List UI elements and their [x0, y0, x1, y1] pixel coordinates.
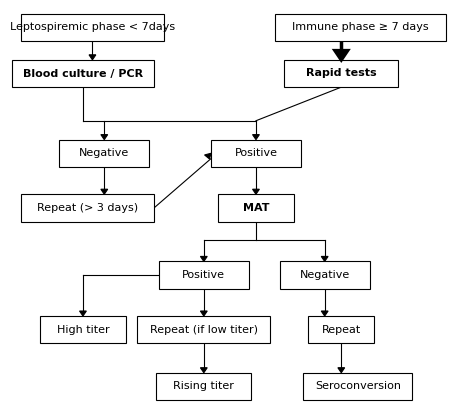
Text: Rising titer: Rising titer — [173, 381, 234, 391]
Bar — [59, 139, 149, 167]
Bar — [280, 261, 370, 289]
Text: Negative: Negative — [300, 270, 350, 280]
Polygon shape — [321, 256, 328, 261]
Text: Repeat (if low titer): Repeat (if low titer) — [150, 325, 258, 335]
Polygon shape — [201, 368, 207, 373]
Text: Repeat (> 3 days): Repeat (> 3 days) — [37, 203, 138, 213]
Text: Rapid tests: Rapid tests — [306, 68, 376, 79]
Text: Positive: Positive — [182, 270, 225, 280]
Bar — [211, 139, 301, 167]
Bar — [275, 13, 446, 41]
Polygon shape — [335, 50, 347, 60]
Polygon shape — [205, 153, 211, 159]
Text: Negative: Negative — [79, 148, 129, 158]
Bar — [218, 194, 294, 221]
Polygon shape — [89, 55, 96, 60]
Polygon shape — [101, 189, 108, 194]
Polygon shape — [253, 134, 259, 139]
Text: Immune phase ≥ 7 days: Immune phase ≥ 7 days — [292, 22, 428, 32]
Text: High titer: High titer — [56, 325, 109, 335]
Text: Positive: Positive — [235, 148, 277, 158]
Bar — [21, 13, 164, 41]
Bar — [303, 373, 412, 400]
Bar — [308, 316, 374, 344]
Polygon shape — [338, 368, 345, 373]
Bar — [40, 316, 126, 344]
Text: Blood culture / PCR: Blood culture / PCR — [23, 68, 143, 79]
Bar — [21, 194, 154, 221]
Bar — [156, 373, 251, 400]
Text: MAT: MAT — [243, 203, 269, 213]
Polygon shape — [201, 311, 207, 316]
Polygon shape — [201, 256, 207, 261]
Text: Leptospiremic phase < 7days: Leptospiremic phase < 7days — [10, 22, 175, 32]
Bar — [12, 60, 154, 87]
Polygon shape — [101, 134, 108, 139]
Polygon shape — [80, 311, 86, 316]
Polygon shape — [321, 311, 328, 316]
Bar — [137, 316, 270, 344]
Text: Repeat: Repeat — [322, 325, 361, 335]
Text: Seroconversion: Seroconversion — [315, 381, 401, 391]
Polygon shape — [253, 189, 259, 194]
Bar — [284, 60, 398, 87]
Bar — [159, 261, 249, 289]
